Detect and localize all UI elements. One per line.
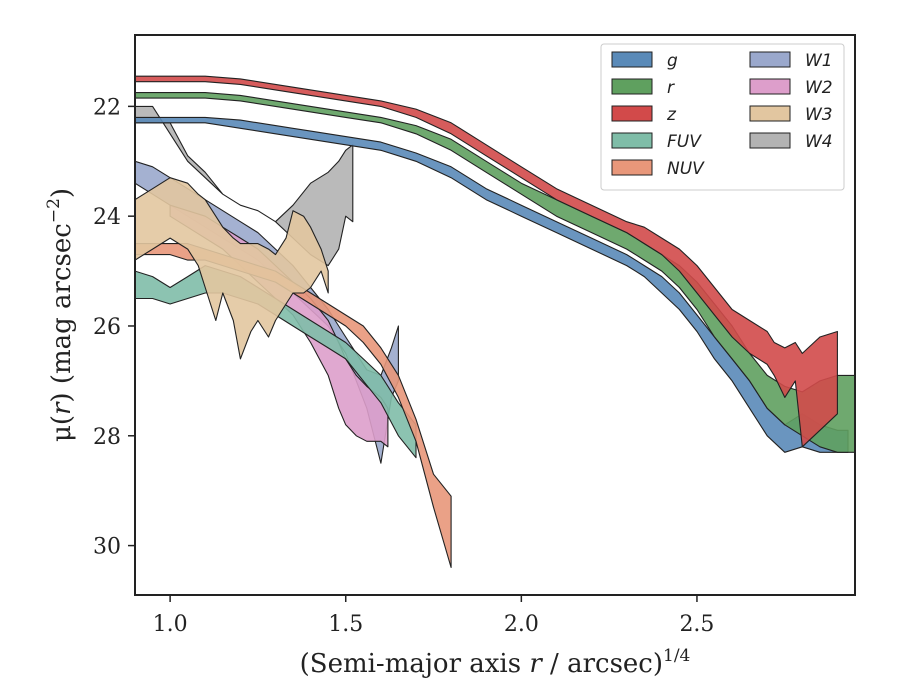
legend-swatch-w1 [749,51,791,68]
x-axis-label-exponent: 1/4 [663,646,690,666]
y-tick-label: 22 [93,95,121,120]
y-tick-label: 26 [93,315,121,340]
x-axis-label-variable: r [529,649,543,679]
legend-swatch-w4 [749,132,791,149]
legend-swatch-w3 [749,105,791,122]
legend: grz FUV NUV W1 W2 W3 W4 [600,43,845,191]
y-tick-label: 30 [93,535,121,560]
plot-frame [134,34,856,596]
y-axis-label-exponent: −2 [44,198,64,223]
legend-label-z: z [666,105,677,125]
legend-swatch-nuv [611,159,653,176]
legend-swatch-w2 [749,78,791,95]
bands-group [135,75,855,569]
x-tick-label: 2.0 [504,612,539,637]
y-axis-label-variable: r [47,401,77,415]
band-w3 [135,177,329,360]
legend-swatch-g [611,51,653,68]
x-tick-label: 1.5 [328,612,363,637]
legend-label-w2: W2 [805,78,833,98]
x-axis-label-tail: / arcsec) [542,649,663,679]
legend-swatch-fuv [611,132,653,149]
y-axis-label-main: μ( [47,415,77,442]
y-tick-label: 24 [93,205,121,230]
legend-label-nuv: NUV [667,159,705,179]
y-axis-ticks: 22 24 26 28 30 [93,95,135,560]
legend-label-w4: W4 [805,132,833,152]
y-axis-label-tail: ) (mag arcsec [47,223,77,402]
x-tick-label: 1.0 [153,612,188,637]
band-r [135,92,855,453]
legend-swatch-r [611,78,653,95]
x-axis-ticks: 1.0 1.5 2.0 2.5 [153,595,714,637]
legend-label-fuv: FUV [667,132,702,152]
y-axis-label-close: ) [47,188,77,198]
y-axis-label: μ(r) (mag arcsec−2) [44,188,77,442]
legend-label-g: g [667,51,678,71]
legend-label-r: r [667,78,675,98]
y-tick-label: 28 [93,425,121,450]
legend-label-w3: W3 [805,105,833,125]
x-axis-label: (Semi-major axis r / arcsec)1/4 [300,646,691,679]
band-z [135,75,838,448]
x-axis-label-main: (Semi-major axis [300,649,530,679]
legend-swatch-z [611,105,653,122]
x-tick-label: 2.5 [679,612,714,637]
legend-label-w1: W1 [805,51,833,71]
